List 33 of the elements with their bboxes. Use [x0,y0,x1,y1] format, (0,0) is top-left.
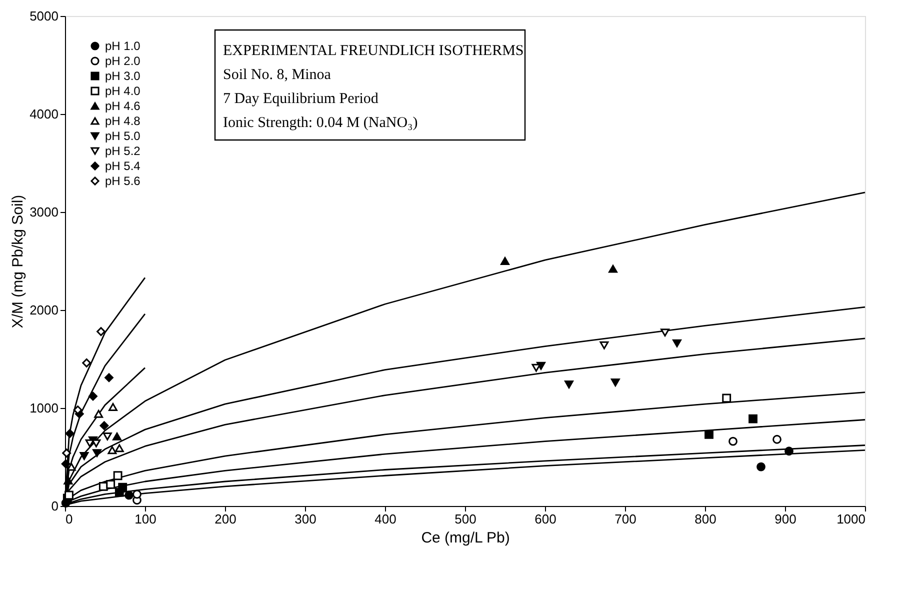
annotation: Soil No. 8, Minoa [223,67,332,83]
annotation: 7 Day Equilibrium Period [223,91,379,107]
annotation: Ionic Strength: 0.04 M (NaNO₃) [223,115,418,131]
legend-label: pH 4.6 [105,99,141,113]
x-tick-label: 100 [134,512,156,526]
y-tick-label: 3000 [30,204,58,220]
x-tick-label: 800 [694,512,716,526]
x-tick-label: 0 [66,512,73,526]
legend-label: pH 5.6 [105,174,141,188]
x-tick-label: 900 [774,512,796,526]
y-tick-label: 0 [51,498,58,514]
legend-label: pH 3.0 [105,69,141,83]
x-tick-label: 600 [534,512,556,526]
x-tick-label: 400 [374,512,396,526]
x-tick-label: 700 [614,512,636,526]
legend-label: pH 5.4 [105,159,141,173]
legend-label: pH 4.0 [105,84,141,98]
x-tick-label: 500 [454,512,476,526]
x-tick-label: 300 [294,512,316,526]
legend-label: pH 4.8 [105,114,141,128]
annotation: EXPERIMENTAL FREUNDLICH ISOTHERMS [223,43,524,59]
legend-label: pH 5.0 [105,129,141,143]
x-tick-label: 1000 [836,512,866,526]
y-axis-title: X/M (mg Pb/kg Soil) [10,194,27,328]
y-tick-label: 5000 [30,8,58,24]
legend-label: pH 1.0 [105,39,141,53]
legend-label: pH 5.2 [105,144,141,158]
x-tick-label: 200 [214,512,236,526]
y-tick-label: 1000 [30,400,58,416]
y-tick-label: 4000 [30,106,58,122]
legend-label: pH 2.0 [105,54,141,68]
y-tick-label: 2000 [30,302,58,318]
x-axis-title: Ce (mg/L Pb) [421,530,510,546]
